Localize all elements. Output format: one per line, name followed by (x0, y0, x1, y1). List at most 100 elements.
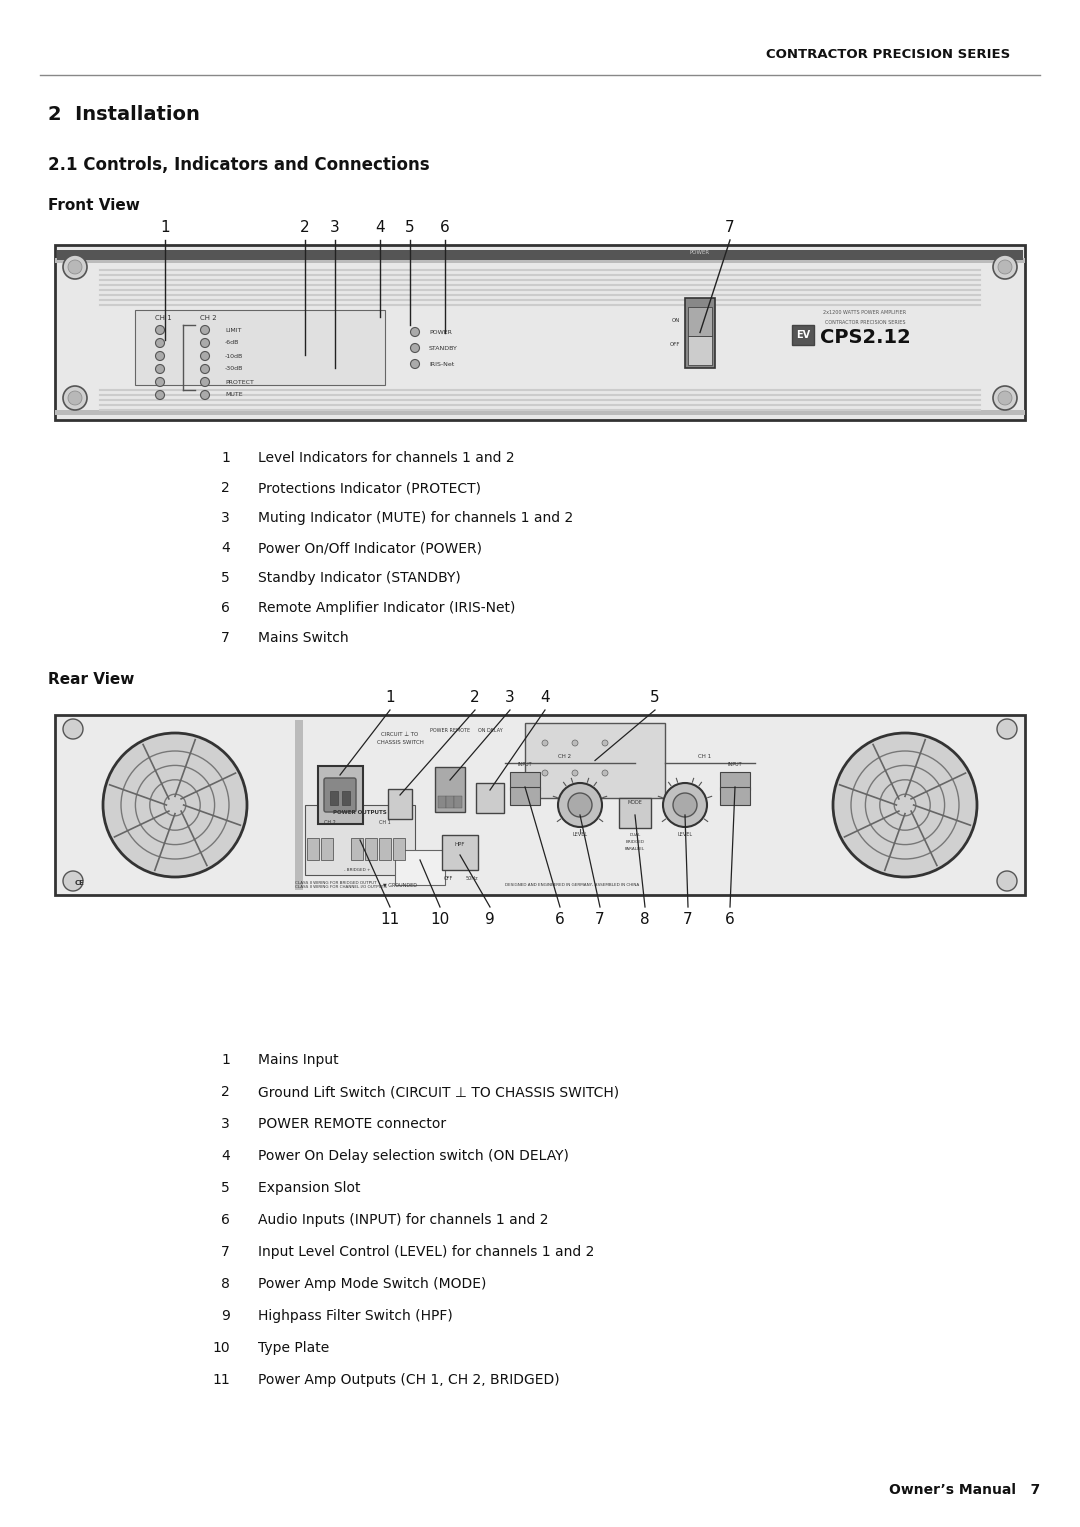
Text: Expansion Slot: Expansion Slot (258, 1180, 361, 1196)
Text: Highpass Filter Switch (HPF): Highpass Filter Switch (HPF) (258, 1309, 453, 1322)
Text: 5: 5 (221, 1180, 230, 1196)
Bar (135, 310, 384, 385)
Bar (476, 783, 504, 812)
Circle shape (410, 344, 419, 353)
Circle shape (572, 770, 578, 776)
Circle shape (201, 339, 210, 348)
Bar (685, 298, 715, 368)
Text: CH 1: CH 1 (379, 820, 391, 826)
Circle shape (602, 741, 608, 747)
Text: Standby Indicator (STANDBY): Standby Indicator (STANDBY) (258, 571, 461, 585)
Text: 6: 6 (725, 912, 734, 927)
Bar (55, 244, 1025, 420)
Circle shape (410, 359, 419, 368)
Text: CHASSIS SWITCH: CHASSIS SWITCH (377, 739, 423, 745)
Text: POWER REMOTE connector: POWER REMOTE connector (258, 1116, 446, 1132)
Text: OFF: OFF (670, 342, 680, 347)
Text: ON: ON (672, 318, 680, 324)
Text: 7: 7 (221, 1245, 230, 1258)
Text: Protections Indicator (PROTECT): Protections Indicator (PROTECT) (258, 481, 481, 495)
Text: DESIGNED AND ENGINEERED IN GERMANY, ASSEMBLED IN CHINA: DESIGNED AND ENGINEERED IN GERMANY, ASSE… (505, 883, 639, 887)
Text: DUAL: DUAL (630, 834, 640, 837)
Circle shape (63, 719, 83, 739)
Bar (454, 796, 462, 808)
Text: 9: 9 (221, 1309, 230, 1322)
Circle shape (998, 260, 1012, 273)
Circle shape (156, 339, 164, 348)
Circle shape (542, 770, 548, 776)
Text: HPF: HPF (455, 843, 465, 847)
Circle shape (156, 325, 164, 334)
Text: CLASS II WIRING FOR BRIDGED OUTPUT
CLASS II WIRING FOR CHANNEL I/O OUTPUTS: CLASS II WIRING FOR BRIDGED OUTPUT CLASS… (295, 881, 387, 889)
Text: 2: 2 (221, 481, 230, 495)
Text: 3: 3 (221, 512, 230, 525)
Bar (435, 767, 465, 812)
Text: Muting Indicator (MUTE) for channels 1 and 2: Muting Indicator (MUTE) for channels 1 a… (258, 512, 573, 525)
Bar (688, 307, 712, 336)
Text: 2: 2 (470, 690, 480, 705)
Text: 6: 6 (221, 602, 230, 615)
Circle shape (998, 391, 1012, 405)
Text: 2  Installation: 2 Installation (48, 105, 200, 125)
Text: PARALLEL: PARALLEL (625, 847, 645, 851)
Bar (55, 411, 1025, 415)
Text: 2: 2 (300, 220, 310, 235)
Circle shape (663, 783, 707, 828)
Text: Level Indicators for channels 1 and 2: Level Indicators for channels 1 and 2 (258, 450, 515, 466)
Text: Front View: Front View (48, 197, 140, 212)
Text: LIMIT: LIMIT (225, 327, 242, 333)
Text: CH 2: CH 2 (200, 315, 217, 321)
Bar (379, 838, 391, 860)
Text: OFF: OFF (444, 875, 453, 881)
Text: POWER: POWER (429, 330, 451, 334)
Text: 5: 5 (221, 571, 230, 585)
Circle shape (997, 870, 1017, 890)
Bar (619, 799, 651, 828)
Text: 1: 1 (221, 1054, 230, 1067)
FancyBboxPatch shape (324, 777, 356, 812)
Bar (295, 721, 303, 890)
Text: 7: 7 (595, 912, 605, 927)
Text: 4: 4 (221, 1148, 230, 1164)
Text: 8: 8 (640, 912, 650, 927)
Text: 4: 4 (375, 220, 384, 235)
Circle shape (568, 793, 592, 817)
Text: 7: 7 (725, 220, 734, 235)
Text: Input Level Control (LEVEL) for channels 1 and 2: Input Level Control (LEVEL) for channels… (258, 1245, 594, 1258)
Circle shape (201, 351, 210, 360)
Text: 3: 3 (505, 690, 515, 705)
Text: Rear View: Rear View (48, 672, 134, 687)
Text: STANDBY: STANDBY (429, 345, 458, 351)
Text: 1: 1 (221, 450, 230, 466)
Text: CH 2: CH 2 (558, 754, 571, 759)
Circle shape (410, 327, 419, 336)
Bar (55, 715, 1025, 895)
Circle shape (602, 770, 608, 776)
Circle shape (993, 255, 1017, 279)
Text: - BRIDGED +: - BRIDGED + (343, 867, 370, 872)
Circle shape (156, 391, 164, 400)
Text: ▼ GROUNDED: ▼ GROUNDED (383, 883, 417, 887)
Bar (395, 851, 445, 886)
Text: MUTE: MUTE (225, 392, 243, 397)
Circle shape (103, 733, 247, 876)
Bar (525, 722, 665, 799)
Text: 11: 11 (380, 912, 400, 927)
Bar (57, 250, 1023, 260)
Bar (393, 838, 405, 860)
Bar (307, 838, 319, 860)
Text: MODE: MODE (627, 800, 643, 805)
Circle shape (63, 870, 83, 890)
Bar (510, 786, 540, 805)
Text: Power On/Off Indicator (POWER): Power On/Off Indicator (POWER) (258, 541, 482, 554)
Bar (792, 325, 814, 345)
Text: CONTRACTOR PRECISION SERIES: CONTRACTOR PRECISION SERIES (766, 49, 1010, 61)
Text: Power Amp Outputs (CH 1, CH 2, BRIDGED): Power Amp Outputs (CH 1, CH 2, BRIDGED) (258, 1373, 559, 1387)
Bar (438, 796, 446, 808)
Text: BRIDGED: BRIDGED (625, 840, 645, 844)
Text: LEVEL: LEVEL (572, 832, 588, 837)
Circle shape (201, 391, 210, 400)
Text: -10dB: -10dB (225, 353, 243, 359)
Text: LEVEL: LEVEL (677, 832, 692, 837)
Text: 2x1200 WATTS POWER AMPLIFIER: 2x1200 WATTS POWER AMPLIFIER (823, 310, 906, 315)
